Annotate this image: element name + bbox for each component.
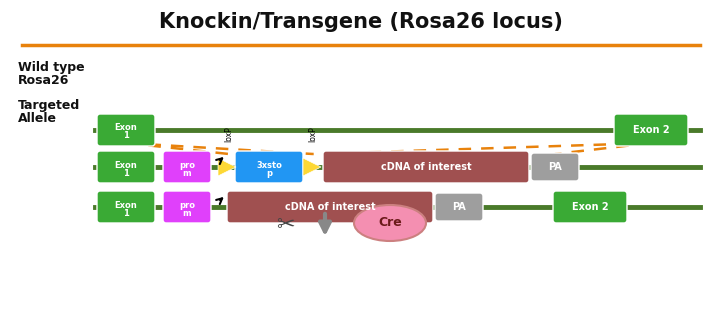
Text: pro: pro [179, 201, 195, 209]
Text: ✂: ✂ [275, 215, 294, 235]
Text: Knockin/Transgene (Rosa26 locus): Knockin/Transgene (Rosa26 locus) [159, 12, 563, 32]
Text: 3xsto: 3xsto [256, 161, 282, 169]
Text: Exon: Exon [115, 161, 137, 169]
FancyBboxPatch shape [163, 191, 211, 223]
Text: cDNA of interest: cDNA of interest [285, 202, 375, 212]
FancyBboxPatch shape [235, 151, 303, 183]
Text: m: m [183, 209, 192, 217]
FancyBboxPatch shape [97, 114, 155, 146]
Text: Rosa26: Rosa26 [18, 73, 69, 87]
FancyBboxPatch shape [553, 191, 627, 223]
Text: Wild type: Wild type [18, 60, 85, 73]
Text: PA: PA [452, 202, 466, 212]
FancyBboxPatch shape [323, 151, 529, 183]
Text: Targeted: Targeted [18, 99, 80, 112]
FancyBboxPatch shape [435, 193, 483, 221]
Text: Exon 2: Exon 2 [633, 125, 669, 135]
Text: m: m [183, 169, 192, 177]
Text: PA: PA [548, 162, 562, 172]
Polygon shape [303, 158, 321, 176]
Text: cDNA of interest: cDNA of interest [381, 162, 471, 172]
Text: Allele: Allele [18, 112, 57, 124]
Text: 1: 1 [123, 169, 129, 177]
Text: 1: 1 [123, 131, 129, 140]
Text: loxP: loxP [309, 126, 317, 142]
Text: Exon: Exon [115, 201, 137, 209]
FancyBboxPatch shape [97, 151, 155, 183]
Ellipse shape [354, 205, 426, 241]
Text: Exon: Exon [115, 123, 137, 133]
FancyBboxPatch shape [531, 153, 579, 181]
FancyBboxPatch shape [227, 191, 433, 223]
Polygon shape [218, 158, 236, 176]
FancyBboxPatch shape [614, 114, 688, 146]
Text: Exon 2: Exon 2 [572, 202, 608, 212]
Text: Cre: Cre [378, 216, 402, 230]
FancyBboxPatch shape [163, 151, 211, 183]
Text: pro: pro [179, 161, 195, 169]
Text: loxP: loxP [225, 126, 234, 142]
Text: 1: 1 [123, 209, 129, 217]
FancyBboxPatch shape [97, 191, 155, 223]
Text: p: p [266, 169, 272, 177]
